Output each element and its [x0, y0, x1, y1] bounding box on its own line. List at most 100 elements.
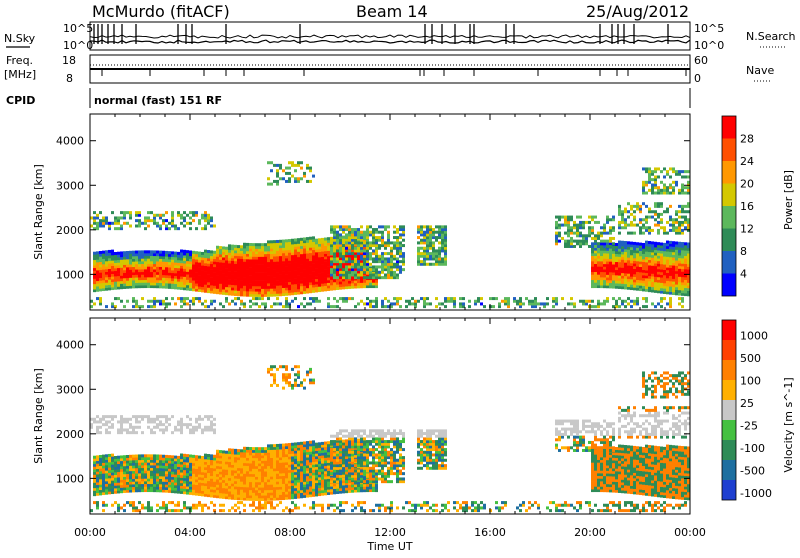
heatmap-cell: [276, 169, 279, 172]
heatmap-cell: [462, 302, 465, 305]
heatmap-cell: [312, 290, 315, 293]
heatmap-cell: [249, 460, 252, 463]
heatmap-cell: [669, 268, 672, 271]
heatmap-cell: [678, 255, 681, 258]
heatmap-cell: [642, 181, 645, 184]
heatmap-cell: [96, 278, 99, 281]
heatmap-cell: [162, 283, 165, 286]
heatmap-cell: [252, 251, 255, 254]
heatmap-cell: [606, 277, 609, 280]
heatmap-cell: [333, 252, 336, 255]
heatmap-cell: [393, 263, 396, 266]
heatmap-cell: [183, 459, 186, 462]
heatmap-cell: [597, 266, 600, 269]
heatmap-cell: [351, 239, 354, 242]
heatmap-cell: [147, 418, 150, 421]
heatmap-cell: [531, 300, 534, 303]
heatmap-cell: [198, 418, 201, 421]
heatmap-cell: [531, 305, 534, 308]
heatmap-cell: [444, 233, 447, 236]
heatmap-cell: [621, 221, 624, 224]
heatmap-cell: [258, 455, 261, 458]
heatmap-cell: [150, 282, 153, 285]
heatmap-cell: [267, 450, 270, 453]
heatmap-cell: [381, 239, 384, 242]
heatmap-cell: [252, 273, 255, 276]
heatmap-cell: [315, 281, 318, 284]
heatmap-cell: [99, 418, 102, 421]
heatmap-cell: [615, 259, 618, 262]
heatmap-cell: [96, 506, 99, 509]
heatmap-cell: [108, 258, 111, 261]
heatmap-cell: [600, 232, 603, 235]
heatmap-cell: [189, 258, 192, 261]
heatmap-cell: [573, 302, 576, 305]
heatmap-cell: [672, 189, 675, 192]
heatmap-cell: [651, 271, 654, 274]
heatmap-cell: [309, 271, 312, 274]
heatmap-cell: [201, 509, 204, 512]
heatmap-cell: [333, 239, 336, 242]
heatmap-cell: [216, 267, 219, 270]
heatmap-cell: [240, 497, 243, 500]
heatmap-cell: [150, 264, 153, 267]
heatmap-cell: [636, 300, 639, 303]
heatmap-cell: [135, 431, 138, 434]
heatmap-cell: [144, 282, 147, 285]
heatmap-cell: [660, 305, 663, 308]
heatmap-cell: [333, 279, 336, 282]
heatmap-cell: [636, 256, 639, 259]
heatmap-cell: [354, 265, 357, 268]
heatmap-cell: [570, 232, 573, 235]
heatmap-cell: [210, 224, 213, 227]
heatmap-cell: [639, 264, 642, 267]
heatmap-cell: [96, 426, 99, 429]
heatmap-cell: [264, 450, 267, 453]
heatmap-cell: [357, 249, 360, 252]
heatmap-cell: [660, 192, 663, 195]
heatmap-cell: [123, 259, 126, 262]
heatmap-cell: [114, 222, 117, 225]
heatmap-cell: [225, 292, 228, 295]
heatmap-cell: [435, 236, 438, 239]
heatmap-cell: [255, 283, 258, 286]
heatmap-cell: [651, 260, 654, 263]
heatmap-cell: [675, 255, 678, 258]
heatmap-cell: [606, 280, 609, 283]
heatmap-cell: [300, 167, 303, 170]
heatmap-cell: [186, 280, 189, 283]
heatmap-cell: [387, 263, 390, 266]
heatmap-cell: [348, 273, 351, 276]
heatmap-cell: [120, 488, 123, 491]
heatmap-cell: [297, 278, 300, 281]
heatmap-cell: [180, 453, 183, 456]
heatmap-cell: [237, 465, 240, 468]
heatmap-cell: [660, 280, 663, 283]
heatmap-cell: [129, 490, 132, 493]
heatmap-cell: [273, 294, 276, 297]
heatmap-cell: [174, 474, 177, 477]
heatmap-cell: [564, 224, 567, 227]
heatmap-cell: [180, 464, 183, 467]
heatmap-cell: [216, 495, 219, 498]
heatmap-cell: [312, 252, 315, 255]
heatmap-cell: [102, 219, 105, 222]
heatmap-cell: [315, 263, 318, 266]
heatmap-cell: [378, 271, 381, 274]
heatmap-cell: [162, 280, 165, 283]
heatmap-cell: [207, 269, 210, 272]
heatmap-cell: [585, 300, 588, 303]
heatmap-cell: [252, 463, 255, 466]
heatmap-cell: [438, 249, 441, 252]
heatmap-cell: [324, 256, 327, 259]
heatmap-cell: [663, 267, 666, 270]
heatmap-cell: [651, 192, 654, 195]
heatmap-cell: [375, 247, 378, 250]
heatmap-cell: [318, 278, 321, 281]
heatmap-cell: [294, 180, 297, 183]
heatmap-cell: [600, 250, 603, 253]
heatmap-cell: [162, 471, 165, 474]
heatmap-cell: [579, 216, 582, 219]
heatmap-cell: [252, 458, 255, 461]
heatmap-cell: [669, 205, 672, 208]
